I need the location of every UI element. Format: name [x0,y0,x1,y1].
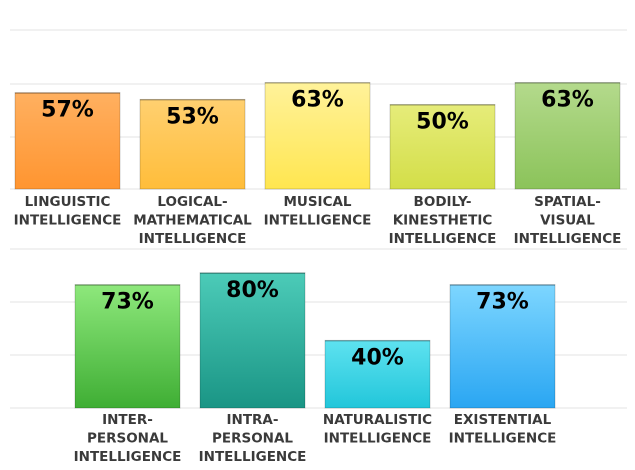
category-label-line: PERSONAL [212,431,293,447]
category-label-line: INTRA- [227,412,279,428]
category-label: INTRA- PERSONAL INTELLIGENCE [199,412,307,465]
category-label-line: INTELLIGENCE [449,431,557,447]
category-label-line: INTELLIGENCE [199,449,307,465]
data-label: 73% [476,290,529,315]
category-label-line: KINESTHETIC [393,213,493,229]
category-label-line: NATURALISTIC [323,412,432,428]
bar [514,82,621,190]
data-label: 53% [166,104,219,129]
category-label: BODILY- KINESTHETIC INTELLIGENCE [389,194,497,247]
category-label: EXISTENTIAL INTELLIGENCE [449,412,557,447]
category-label-line: INTER- [102,412,153,428]
category-label-line: LINGUISTIC [25,194,111,210]
category-label-line: INTELLIGENCE [14,213,122,229]
bars: 57% LINGUISTIC INTELLIGENCE 53% LOGICAL- MATH… [14,82,622,465]
bar [74,284,181,409]
category-label-line: MATHEMATICAL [133,213,252,229]
bar [389,104,496,190]
category-label-line: INTELLIGENCE [389,231,497,247]
data-label: 63% [291,88,344,113]
category-label: SPATIAL- VISUAL INTELLIGENCE [514,194,622,247]
category-label-line: MUSICAL [283,194,351,210]
data-label: 63% [541,88,594,113]
data-label: 80% [226,278,279,303]
bar [139,98,246,190]
category-label-line: VISUAL [540,213,595,229]
category-label-line: SPATIAL- [534,194,601,210]
bar [14,92,121,190]
category-label-line: PERSONAL [87,431,168,447]
data-label: 73% [101,290,154,315]
data-label: 40% [351,345,404,370]
category-label-line: INTELLIGENCE [324,431,432,447]
category-label-line: INTELLIGENCE [514,231,622,247]
bar [449,284,556,409]
category-label-line: LOGICAL- [157,194,227,210]
category-label: LOGICAL- MATHEMATICAL INTELLIGENCE [133,194,252,247]
category-label-line: EXISTENTIAL [454,412,552,428]
category-label-line: BODILY- [414,194,472,210]
bar [199,272,306,409]
data-label: 57% [41,98,94,123]
category-label-line: INTELLIGENCE [264,213,372,229]
data-label: 50% [416,110,469,135]
category-label-line: INTELLIGENCE [139,231,247,247]
bar [324,339,431,409]
category-label-line: INTELLIGENCE [74,449,182,465]
bar [264,82,371,190]
category-label: NATURALISTIC INTELLIGENCE [323,412,432,447]
category-label: MUSICAL INTELLIGENCE [264,194,372,229]
category-label: INTER- PERSONAL INTELLIGENCE [74,412,182,465]
category-label: LINGUISTIC INTELLIGENCE [14,194,122,229]
